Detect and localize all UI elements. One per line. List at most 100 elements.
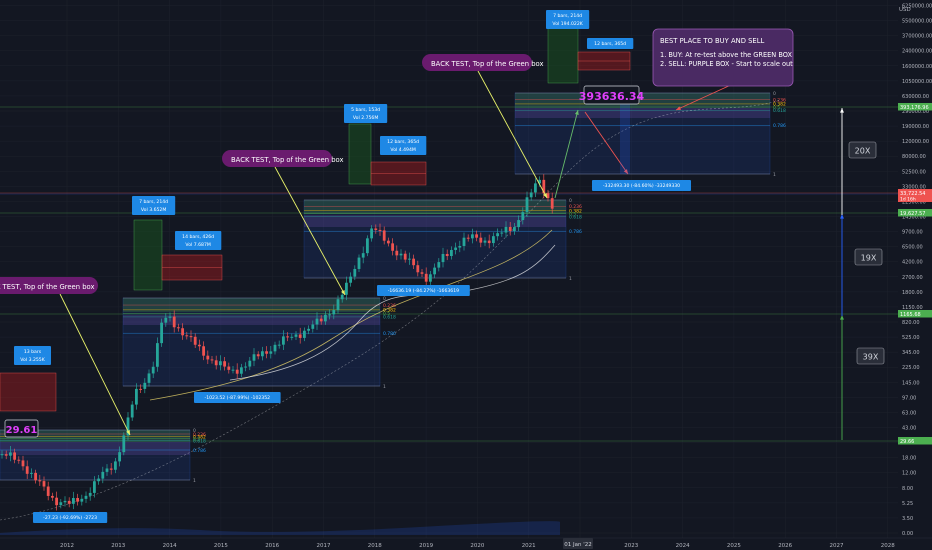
candle-body (466, 237, 470, 239)
candle-body (177, 327, 180, 329)
candle-body (538, 179, 541, 184)
fib-label: 0 (569, 198, 572, 204)
cycle-2-long-label-text: Vol 3.652M (141, 207, 166, 213)
candle-body (193, 336, 197, 345)
annotation-box[interactable]: BEST PLACE TO BUY AND SELL 1. BUY: At re… (652, 28, 794, 87)
candle-body (534, 183, 537, 193)
annotation-line-1: 1. BUY: At re-test above the GREEN BOX (660, 51, 793, 59)
fib-label: 0.618 (383, 315, 396, 321)
candle-body (25, 466, 29, 474)
candle-body (248, 360, 252, 367)
multiplier-39x: 39X (856, 347, 885, 365)
candle-body (290, 336, 294, 338)
cycle-1-drawdown (33, 512, 108, 523)
cursor-date: 01 Jan '22 (564, 542, 591, 548)
price-tag (898, 310, 932, 318)
time-axis[interactable]: 2012 2013 2014 2015 2016 2017 2018 2019 2020 2021… (0, 537, 932, 550)
candle-body (525, 197, 529, 213)
moving-averages (0, 99, 781, 521)
candle-body (265, 351, 268, 354)
labels: 13 bars Vol 3.255K 7 bars, 214d Vol 3.652M 1… (14, 10, 691, 523)
cycle-3-long-label (344, 104, 388, 123)
fib-label: 0.236 (773, 97, 786, 103)
purple-box (123, 315, 380, 325)
time-tick-label: 2023 (624, 543, 638, 549)
cycle-3-short-label-text: 12 bars, 365d (387, 139, 419, 145)
candle-body (311, 324, 315, 329)
price-tick-label: 120000.00 (902, 139, 929, 145)
time-tick-label: 2017 (317, 543, 331, 549)
candle-body (282, 336, 285, 345)
candle-body (399, 253, 403, 256)
price-tick-label: 33000.00 (902, 184, 926, 190)
price-tick-label: 1800.00 (902, 290, 923, 296)
candle-body (38, 480, 42, 482)
price-tick-label: 6250000.00 (902, 4, 932, 10)
price-tick-label: 5.25 (902, 501, 913, 507)
measure-20x-head (840, 108, 844, 113)
candle-body (122, 435, 126, 453)
candle-body (479, 237, 483, 243)
price-tick-label: 63.00 (902, 410, 916, 416)
cycle-1-long-label-text: 13 bars (24, 349, 42, 355)
backtest-arrow-2-head (341, 290, 345, 295)
candle-body (84, 495, 88, 499)
cycle-2-long-label-text: 7 bars, 214d (139, 199, 168, 205)
candle-body (391, 243, 394, 251)
candle-body (450, 249, 453, 257)
candle-body (307, 328, 310, 331)
cycle-4-short-label-text: 12 bars, 365d (594, 41, 626, 47)
time-tick-label: 2021 (522, 543, 536, 549)
candle-body (357, 257, 361, 269)
candle-body (349, 276, 352, 283)
price-axis[interactable]: USD 6250000.00 5500000.00 3700000.00 240000… (898, 0, 932, 538)
price-tick-label: 97.00 (902, 395, 916, 401)
candle-body (252, 354, 256, 361)
fib-label: 0.786 (383, 331, 396, 337)
multiplier-19x: 19X (854, 248, 883, 266)
fib-label: 0.786 (773, 123, 786, 129)
candle-body (185, 335, 189, 337)
fib-label: 0.618 (193, 439, 206, 445)
price-tag (898, 209, 932, 217)
short-position-box (0, 372, 57, 412)
candle-body (521, 212, 525, 221)
candle-body (361, 253, 365, 258)
candle-body (273, 344, 277, 352)
price-tick-label: 2700.00 (902, 275, 923, 281)
callout-1[interactable]: BACK TEST, Top of the Green box (0, 277, 98, 294)
time-tick-label: 2028 (881, 543, 895, 549)
price-tick-label: 145.00 (902, 380, 920, 386)
fib-label: 0.382 (569, 208, 582, 214)
price-tag-value: 29.66 (900, 439, 914, 445)
candle-body (214, 360, 218, 366)
cycle-boxes: 00.2360.3820.50.6180.786100.2360.3820.50… (0, 91, 786, 484)
time-tick-label: 2019 (419, 543, 433, 549)
candle-body (475, 234, 478, 238)
price-tick-label: 820.00 (902, 320, 920, 326)
cycle-2-short-label-text: 14 bars, 426d (182, 234, 214, 240)
cycle-2-short-label-text: Vol 7.687M (185, 242, 210, 248)
candle-body (202, 346, 205, 356)
price-tick-label: 3700000.00 (902, 34, 932, 40)
callout-2[interactable]: BACK TEST, Top of the Green box (222, 150, 343, 167)
price-tick-label: 345.00 (902, 350, 920, 356)
candle-body (336, 299, 340, 311)
cycle-2-drawdown-text: -1023.52 (-87.99%) -102352 (205, 395, 271, 401)
cycle-2-short-label (175, 231, 222, 250)
cycle-1-drawdown-text: -27.23 (-92.69%) -2723 (43, 515, 97, 521)
callout-3[interactable]: BACK TEST, Top of the Green box (422, 54, 543, 71)
candle-body (340, 294, 344, 300)
projection-up-arrow-head (574, 110, 579, 115)
candle-body (67, 500, 71, 504)
time-tick-label: 2024 (676, 543, 690, 549)
candle-body (395, 250, 399, 256)
candle-body (139, 388, 142, 390)
price-tick-label: 1050000.00 (902, 79, 932, 85)
price-tick-label: 2400000.00 (902, 49, 932, 55)
candle-body (244, 366, 247, 368)
annotation-pointer-head (676, 106, 681, 110)
candle-body (496, 233, 499, 237)
